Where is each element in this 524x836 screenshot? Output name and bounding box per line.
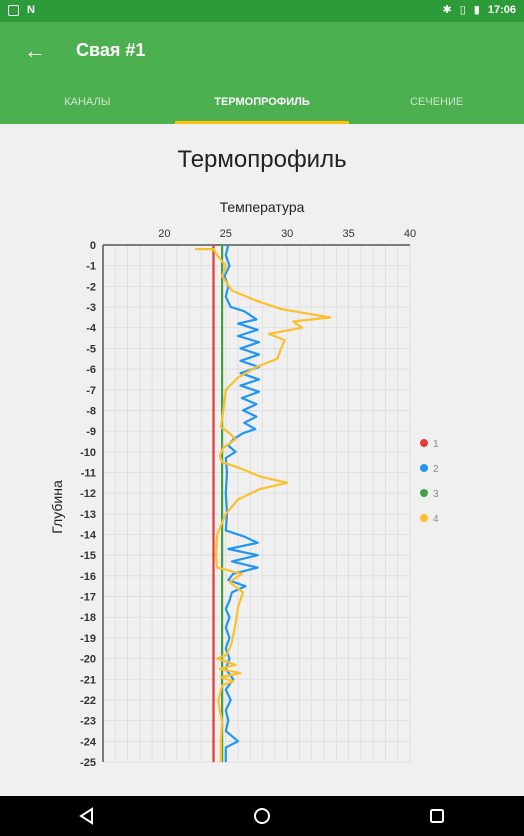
recents-nav-button[interactable] [407, 796, 467, 836]
series-line-4 [195, 247, 332, 762]
y-tick-label: -10 [80, 447, 96, 459]
legend-marker-2 [420, 464, 428, 472]
legend-label-4: 4 [433, 514, 439, 525]
y-tick-label: -25 [80, 757, 96, 769]
back-nav-button[interactable] [57, 796, 117, 836]
y-tick-label: -3 [86, 302, 96, 314]
legend-marker-1 [420, 439, 428, 447]
bluetooth-icon: ✱ [442, 4, 452, 16]
legend-label-1: 1 [433, 439, 439, 450]
page-title: Свая #1 [76, 40, 146, 60]
tab-section[interactable]: СЕЧЕНИЕ [410, 96, 464, 108]
legend-marker-4 [420, 514, 428, 522]
legend-label-3: 3 [433, 489, 439, 500]
y-tick-label: -15 [80, 550, 96, 562]
home-circle-icon [253, 808, 270, 824]
x-tick-label: 35 [342, 228, 354, 240]
chart-area: Термопрофиль 20 25 30 35 40 0 -1 -2 -3 -4 -5 -6 -7 -8… [0, 124, 524, 796]
tab-thermoprofile[interactable]: ТЕРМОПРОФИЛЬ [174, 82, 350, 124]
series-line-2 [223, 244, 261, 762]
battery-icon: ▮ [473, 4, 480, 16]
back-arrow-icon[interactable]: ← [24, 38, 46, 63]
y-tick-label: -4 [86, 323, 97, 335]
chart-title: Термопрофиль [177, 146, 347, 173]
signal-icon: ▯ [459, 4, 466, 16]
y-tick-label: -23 [80, 716, 96, 728]
thermoprofile-chart: 20 25 30 35 40 0 -1 -2 -3 -4 -5 -6 -7 -8 -9 -10 -11 -12 -1… [49, 199, 439, 769]
y-tick-label: -5 [86, 343, 96, 355]
y-tick-label: -19 [80, 633, 96, 645]
y-tick-label: -12 [80, 488, 96, 500]
y-tick-label: -21 [80, 674, 96, 686]
x-tick-label: 30 [281, 228, 293, 240]
x-tick-label: 40 [404, 228, 416, 240]
n-icon: N [27, 4, 35, 16]
y-tick-label: -14 [80, 530, 97, 542]
x-axis-label: Температура [220, 199, 305, 215]
y-tick-label: -22 [80, 695, 96, 707]
tab-bar: КАНАЛЫ ТЕРМОПРОФИЛЬ СЕЧЕНИЕ [0, 82, 524, 124]
app-bar: ← Свая #1 [0, 22, 524, 82]
y-tick-label: 0 [90, 240, 96, 252]
y-tick-label: -8 [86, 405, 96, 417]
y-axis-label: Глубина [49, 480, 65, 534]
legend-marker-3 [420, 489, 428, 497]
x-tick-label: 25 [220, 228, 232, 240]
status-bar: N ✱ ▯ ▮ 17:06 [0, 0, 524, 22]
y-tick-label: -16 [80, 571, 96, 583]
status-time: 17:06 [487, 3, 516, 16]
y-tick-label: -11 [81, 467, 96, 479]
y-tick-label: -2 [86, 281, 96, 293]
legend-label-2: 2 [433, 464, 439, 475]
y-tick-label: -7 [86, 385, 96, 397]
home-nav-button[interactable] [232, 796, 292, 836]
recents-square-icon [429, 809, 444, 823]
navigation-bar [0, 796, 524, 836]
y-tick-label: -17 [80, 592, 96, 604]
y-tick-label: -1 [86, 261, 96, 273]
tab-channels[interactable]: КАНАЛЫ [64, 96, 111, 108]
y-tick-label: -24 [80, 736, 97, 748]
y-tick-label: -6 [86, 364, 96, 376]
y-tick-label: -18 [80, 612, 96, 624]
back-triangle-icon [79, 807, 94, 825]
y-tick-label: -9 [86, 426, 96, 438]
x-tick-label: 20 [158, 228, 170, 240]
y-tick-label: -13 [80, 509, 96, 521]
y-tick-label: -20 [80, 654, 96, 666]
notification-icon [8, 4, 19, 16]
